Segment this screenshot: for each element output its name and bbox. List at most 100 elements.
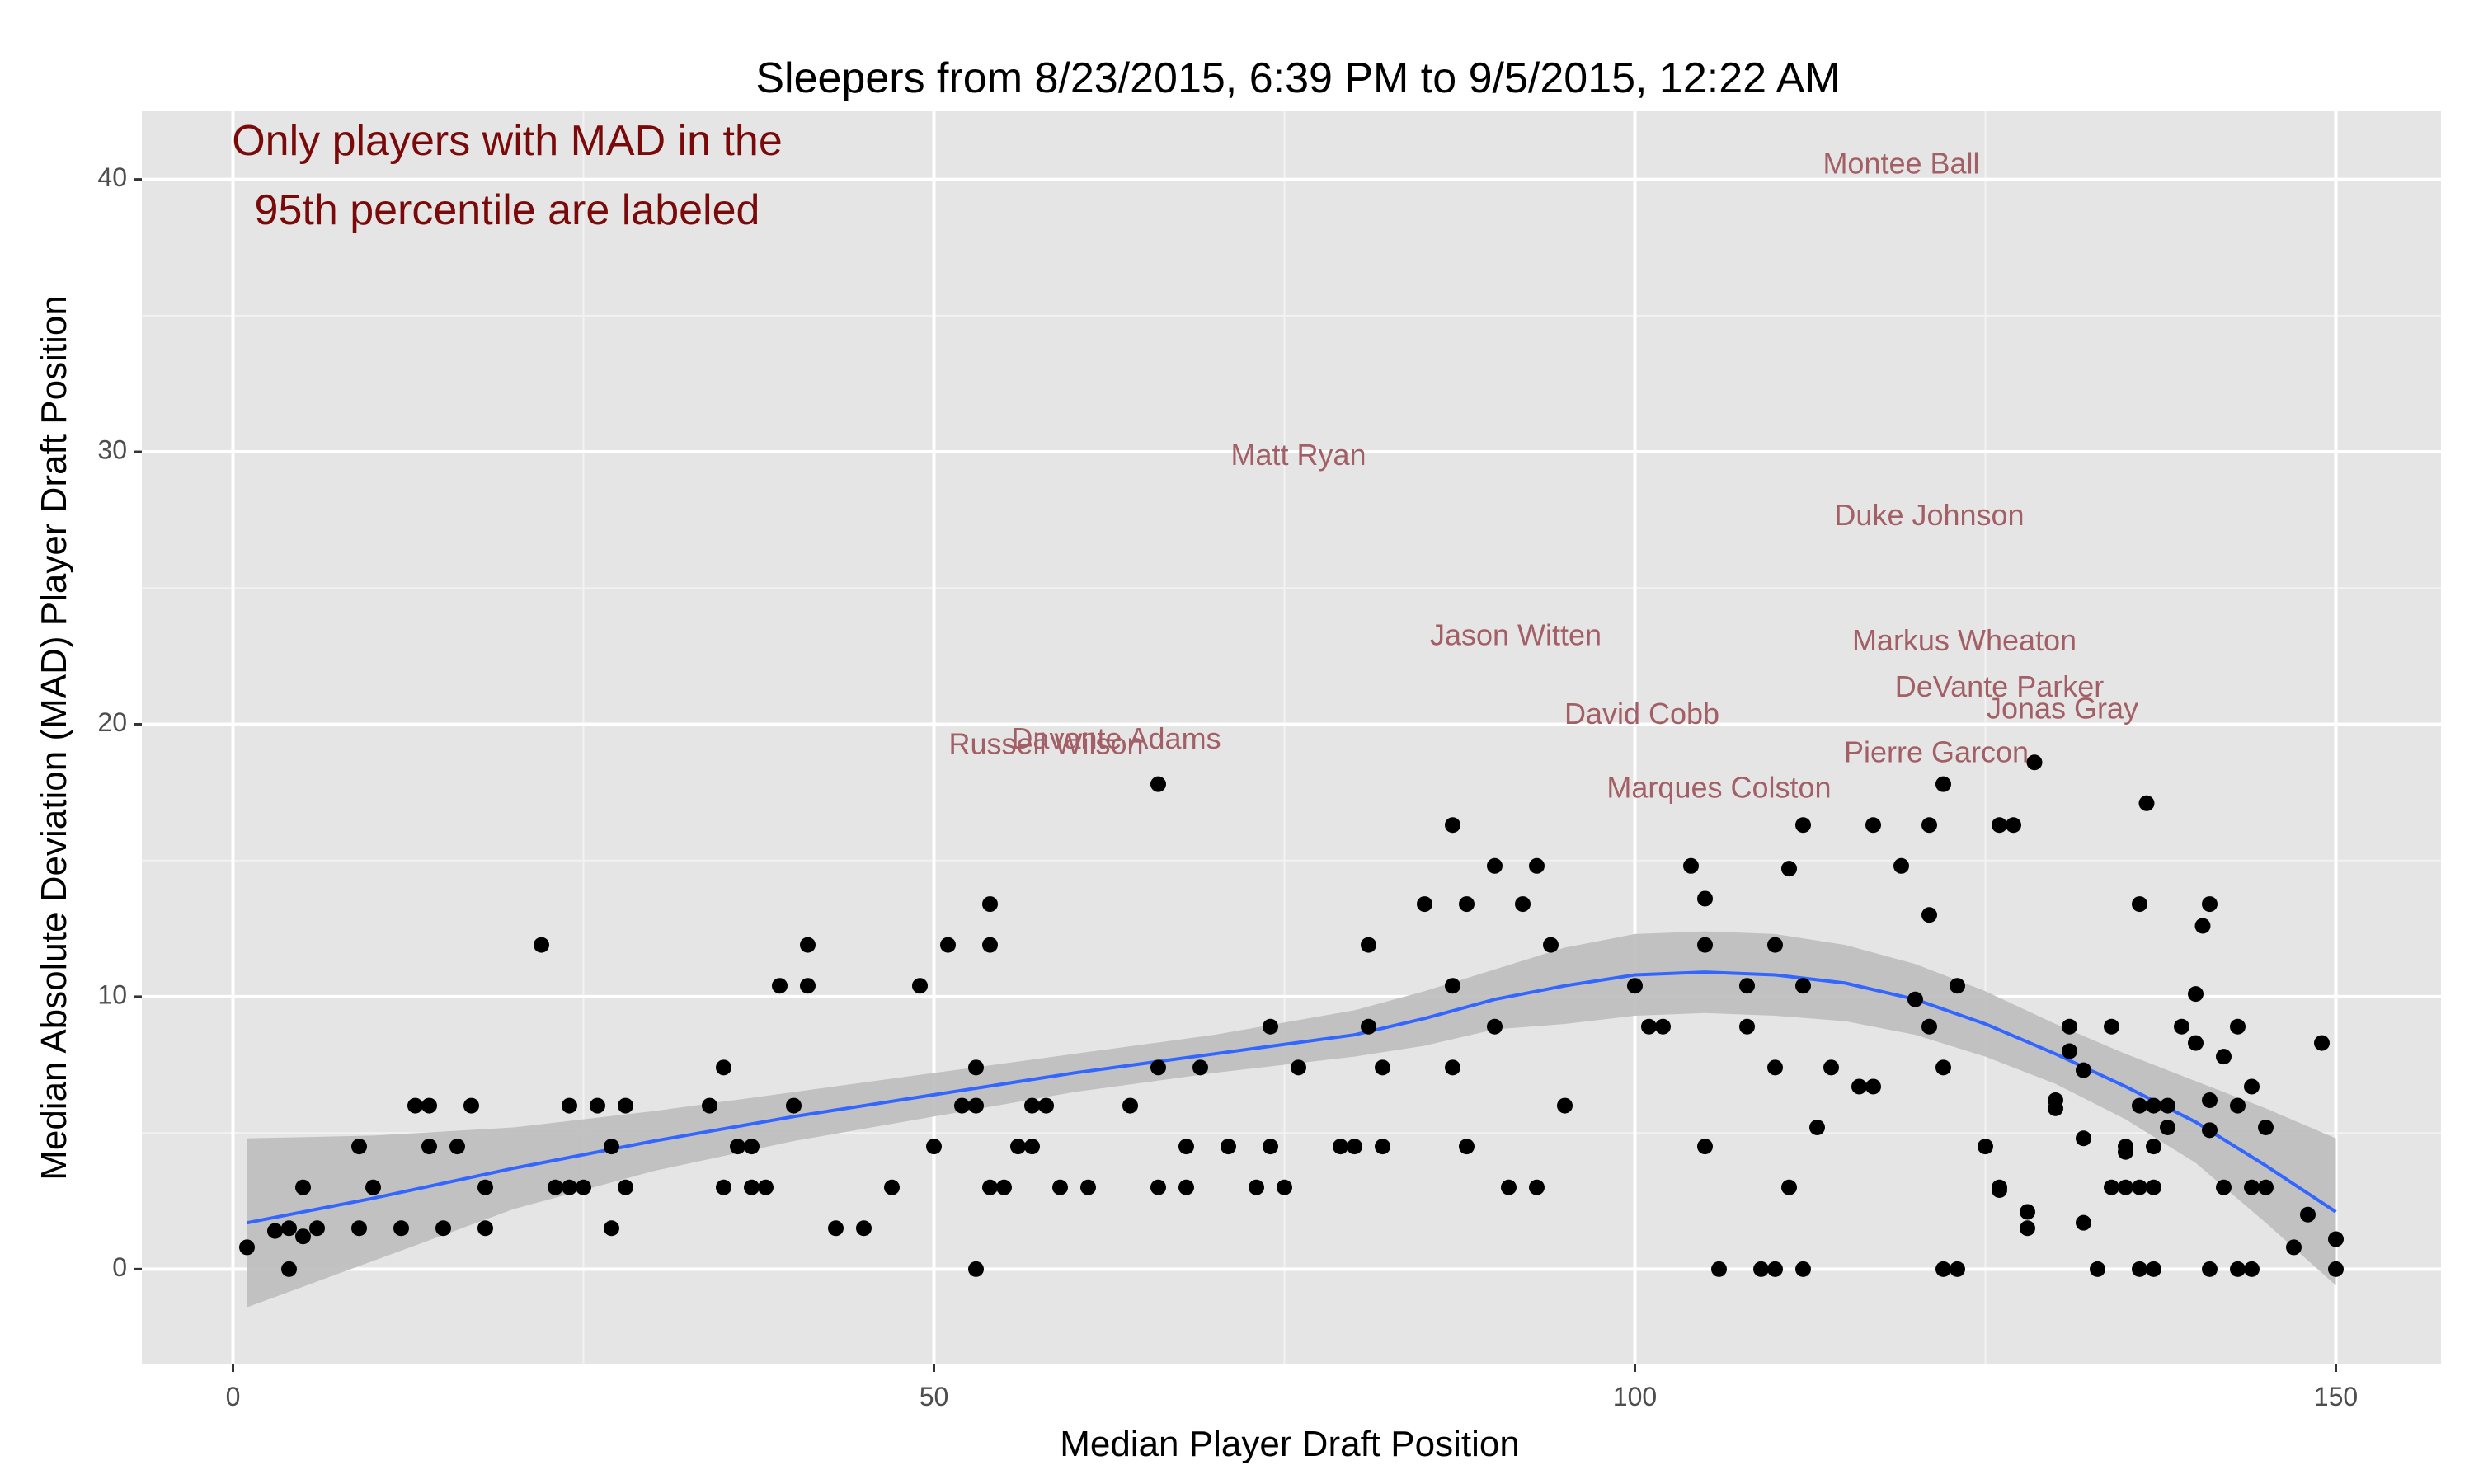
data-point xyxy=(1150,1059,1166,1076)
data-point xyxy=(2048,1100,2063,1116)
data-point xyxy=(2118,1179,2133,1195)
data-point xyxy=(604,1220,619,1237)
data-points xyxy=(239,754,2344,1277)
data-point xyxy=(2146,1097,2161,1114)
data-point xyxy=(463,1097,479,1114)
y-tick-label: 30 xyxy=(97,434,127,464)
data-point xyxy=(1627,978,1643,994)
data-point xyxy=(2230,1018,2246,1035)
data-point xyxy=(1375,1059,1390,1076)
data-point xyxy=(590,1097,605,1114)
data-point xyxy=(2020,1220,2035,1237)
data-point xyxy=(968,1059,984,1076)
player-label: Duke Johnson xyxy=(1834,498,2024,532)
confidence-band-area xyxy=(247,931,2336,1308)
data-point xyxy=(1221,1139,1236,1155)
data-point xyxy=(2230,1097,2246,1114)
data-point xyxy=(2138,795,2155,811)
data-point xyxy=(1291,1059,1306,1076)
data-point xyxy=(1543,937,1559,953)
data-point xyxy=(309,1220,325,1237)
data-point xyxy=(1459,1139,1475,1155)
data-point xyxy=(2026,754,2043,771)
data-point xyxy=(2202,1261,2218,1277)
data-point xyxy=(1529,857,1545,874)
data-point xyxy=(2160,1097,2175,1114)
data-point xyxy=(2328,1231,2344,1247)
data-point xyxy=(1907,991,1923,1007)
data-point xyxy=(295,1228,311,1245)
data-point xyxy=(435,1220,451,1237)
data-point xyxy=(1515,896,1531,913)
player-label: David Cobb xyxy=(1564,697,1719,730)
data-point xyxy=(2132,1097,2147,1114)
data-point xyxy=(1921,907,1937,923)
data-point xyxy=(1150,1179,1166,1195)
data-point xyxy=(365,1179,381,1195)
data-point xyxy=(1263,1139,1278,1155)
data-point xyxy=(1445,1059,1460,1076)
data-point xyxy=(1150,776,1166,792)
data-point xyxy=(604,1139,619,1155)
data-point xyxy=(1445,978,1460,994)
data-point xyxy=(1375,1139,1390,1155)
data-point xyxy=(1697,937,1713,953)
data-point xyxy=(884,1179,900,1195)
data-point xyxy=(2202,1092,2218,1108)
data-point xyxy=(1935,1059,1951,1076)
data-point xyxy=(421,1097,437,1114)
data-point xyxy=(1992,1182,2007,1199)
data-point xyxy=(239,1239,255,1256)
data-point xyxy=(2314,1035,2330,1051)
data-point xyxy=(1795,817,1811,834)
data-point xyxy=(1122,1097,1138,1114)
data-point xyxy=(2118,1144,2133,1160)
data-point xyxy=(982,937,998,953)
data-point xyxy=(1795,1261,1811,1277)
data-point xyxy=(1263,1018,1278,1035)
data-point xyxy=(548,1179,563,1195)
player-label: Jason Witten xyxy=(1430,618,1602,651)
data-point xyxy=(1024,1139,1040,1155)
data-point xyxy=(2202,896,2218,913)
data-point xyxy=(1767,1059,1783,1076)
y-axis-title: Median Absolute Deviation (MAD) Player D… xyxy=(34,295,74,1181)
data-point xyxy=(2006,817,2021,834)
data-point xyxy=(477,1220,493,1237)
y-tick-label: 0 xyxy=(112,1252,127,1282)
data-point xyxy=(2076,1214,2091,1231)
data-point xyxy=(2146,1139,2161,1155)
data-point xyxy=(562,1097,577,1114)
data-point xyxy=(968,1261,984,1277)
data-point xyxy=(1080,1179,1096,1195)
data-point xyxy=(1052,1179,1068,1195)
data-point xyxy=(2174,1018,2189,1035)
player-label: Davante Adams xyxy=(1011,721,1221,755)
data-point xyxy=(618,1097,633,1114)
data-point xyxy=(2300,1206,2316,1223)
data-point xyxy=(1781,1179,1797,1195)
data-point xyxy=(2062,1018,2077,1035)
data-point xyxy=(477,1179,493,1195)
data-point xyxy=(744,1179,760,1195)
data-point xyxy=(2020,1204,2035,1220)
data-point xyxy=(1739,1018,1755,1035)
data-point xyxy=(2188,1035,2204,1051)
data-point xyxy=(1697,1139,1713,1155)
data-point xyxy=(1178,1179,1194,1195)
data-point xyxy=(1277,1179,1292,1195)
data-point xyxy=(2230,1261,2246,1277)
data-point xyxy=(2258,1120,2274,1136)
data-point xyxy=(2258,1179,2274,1195)
data-point xyxy=(351,1220,367,1237)
data-point xyxy=(940,937,956,953)
data-point xyxy=(2132,1179,2147,1195)
chart-title: Sleepers from 8/23/2015, 6:39 PM to 9/5/… xyxy=(755,54,1840,102)
data-point xyxy=(856,1220,872,1237)
data-point xyxy=(786,1097,802,1114)
data-point xyxy=(576,1179,591,1195)
data-point xyxy=(1767,937,1783,953)
data-point xyxy=(1921,817,1937,834)
player-label: Marques Colston xyxy=(1606,770,1831,804)
data-point xyxy=(982,1179,998,1195)
